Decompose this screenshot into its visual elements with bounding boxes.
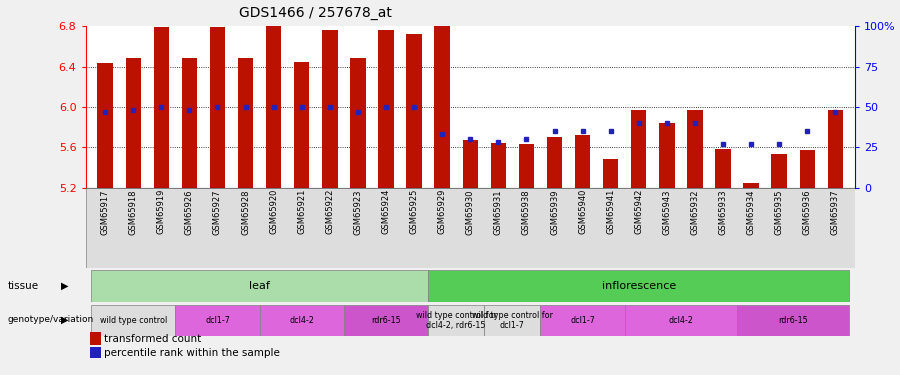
Text: GSM65922: GSM65922 [325, 189, 334, 234]
Text: GSM65936: GSM65936 [803, 189, 812, 235]
Bar [210, 27, 225, 188]
Text: GSM65943: GSM65943 [662, 189, 671, 235]
Text: GSM65931: GSM65931 [494, 189, 503, 235]
Bar [428, 304, 484, 336]
Bar [344, 304, 428, 336]
Text: GSM65924: GSM65924 [382, 189, 391, 234]
Bar [238, 58, 253, 188]
Text: dcl1-7: dcl1-7 [570, 316, 595, 325]
Text: GSM65929: GSM65929 [437, 189, 446, 234]
Bar [828, 110, 843, 188]
Text: dcl1-7: dcl1-7 [205, 316, 230, 325]
Bar [716, 149, 731, 188]
Bar [771, 154, 787, 188]
Text: GSM65930: GSM65930 [466, 189, 475, 235]
Bar [91, 270, 428, 302]
Text: GSM65934: GSM65934 [747, 189, 756, 235]
Bar [428, 270, 850, 302]
Text: GSM65921: GSM65921 [297, 189, 306, 234]
Bar [625, 304, 737, 336]
Bar [294, 62, 310, 188]
Text: GSM65919: GSM65919 [157, 189, 166, 234]
Bar [266, 26, 282, 188]
Text: wild type control: wild type control [100, 316, 166, 325]
Text: GSM65938: GSM65938 [522, 189, 531, 235]
Bar [91, 304, 176, 336]
Bar [97, 63, 112, 188]
Text: GSM65937: GSM65937 [831, 189, 840, 235]
Bar [86, 188, 855, 268]
Text: GSM65941: GSM65941 [607, 189, 616, 234]
Text: transformed count: transformed count [104, 334, 202, 344]
Bar [407, 34, 422, 188]
Bar [378, 30, 393, 188]
Text: GSM65917: GSM65917 [101, 189, 110, 235]
Bar [463, 140, 478, 188]
Text: ▶: ▶ [61, 281, 68, 291]
Bar [575, 135, 590, 188]
Bar [547, 137, 562, 188]
Bar [659, 123, 675, 188]
Text: inflorescence: inflorescence [601, 281, 676, 291]
Text: leaf: leaf [249, 281, 270, 291]
Text: GSM65933: GSM65933 [718, 189, 727, 235]
Text: tissue: tissue [7, 281, 39, 291]
Text: rdr6-15: rdr6-15 [778, 316, 808, 325]
Bar [182, 58, 197, 188]
Bar [176, 304, 259, 336]
Text: rdr6-15: rdr6-15 [371, 316, 400, 325]
Bar [688, 110, 703, 188]
Text: GSM65932: GSM65932 [690, 189, 699, 235]
Text: ▶: ▶ [61, 315, 68, 324]
Text: GSM65939: GSM65939 [550, 189, 559, 235]
Text: genotype/variation: genotype/variation [7, 315, 94, 324]
Bar [350, 58, 365, 188]
Bar [518, 144, 534, 188]
Text: GSM65918: GSM65918 [129, 189, 138, 235]
Text: GSM65942: GSM65942 [634, 189, 644, 234]
Bar [631, 110, 646, 188]
Bar [491, 143, 506, 188]
Bar [743, 183, 759, 188]
Text: percentile rank within the sample: percentile rank within the sample [104, 348, 280, 357]
Text: GSM65928: GSM65928 [241, 189, 250, 235]
Text: GSM65927: GSM65927 [213, 189, 222, 235]
Text: dcl4-2: dcl4-2 [669, 316, 693, 325]
Bar [603, 159, 618, 188]
Text: wild type control for
dcl4-2, rdr6-15: wild type control for dcl4-2, rdr6-15 [416, 311, 497, 330]
Bar [259, 304, 344, 336]
Bar [541, 304, 625, 336]
Bar [737, 304, 850, 336]
Bar [484, 304, 541, 336]
Bar [799, 150, 815, 188]
Text: GSM65923: GSM65923 [354, 189, 363, 235]
Text: GSM65926: GSM65926 [184, 189, 194, 235]
Text: GSM65935: GSM65935 [775, 189, 784, 235]
Text: dcl4-2: dcl4-2 [289, 316, 314, 325]
Bar [125, 58, 141, 188]
Text: GSM65940: GSM65940 [578, 189, 587, 234]
Text: GSM65920: GSM65920 [269, 189, 278, 234]
Text: wild type control for
dcl1-7: wild type control for dcl1-7 [472, 311, 553, 330]
Bar [322, 30, 338, 188]
Text: GSM65925: GSM65925 [410, 189, 418, 234]
Text: GDS1466 / 257678_at: GDS1466 / 257678_at [238, 6, 392, 20]
Bar [435, 26, 450, 188]
Bar [154, 27, 169, 188]
